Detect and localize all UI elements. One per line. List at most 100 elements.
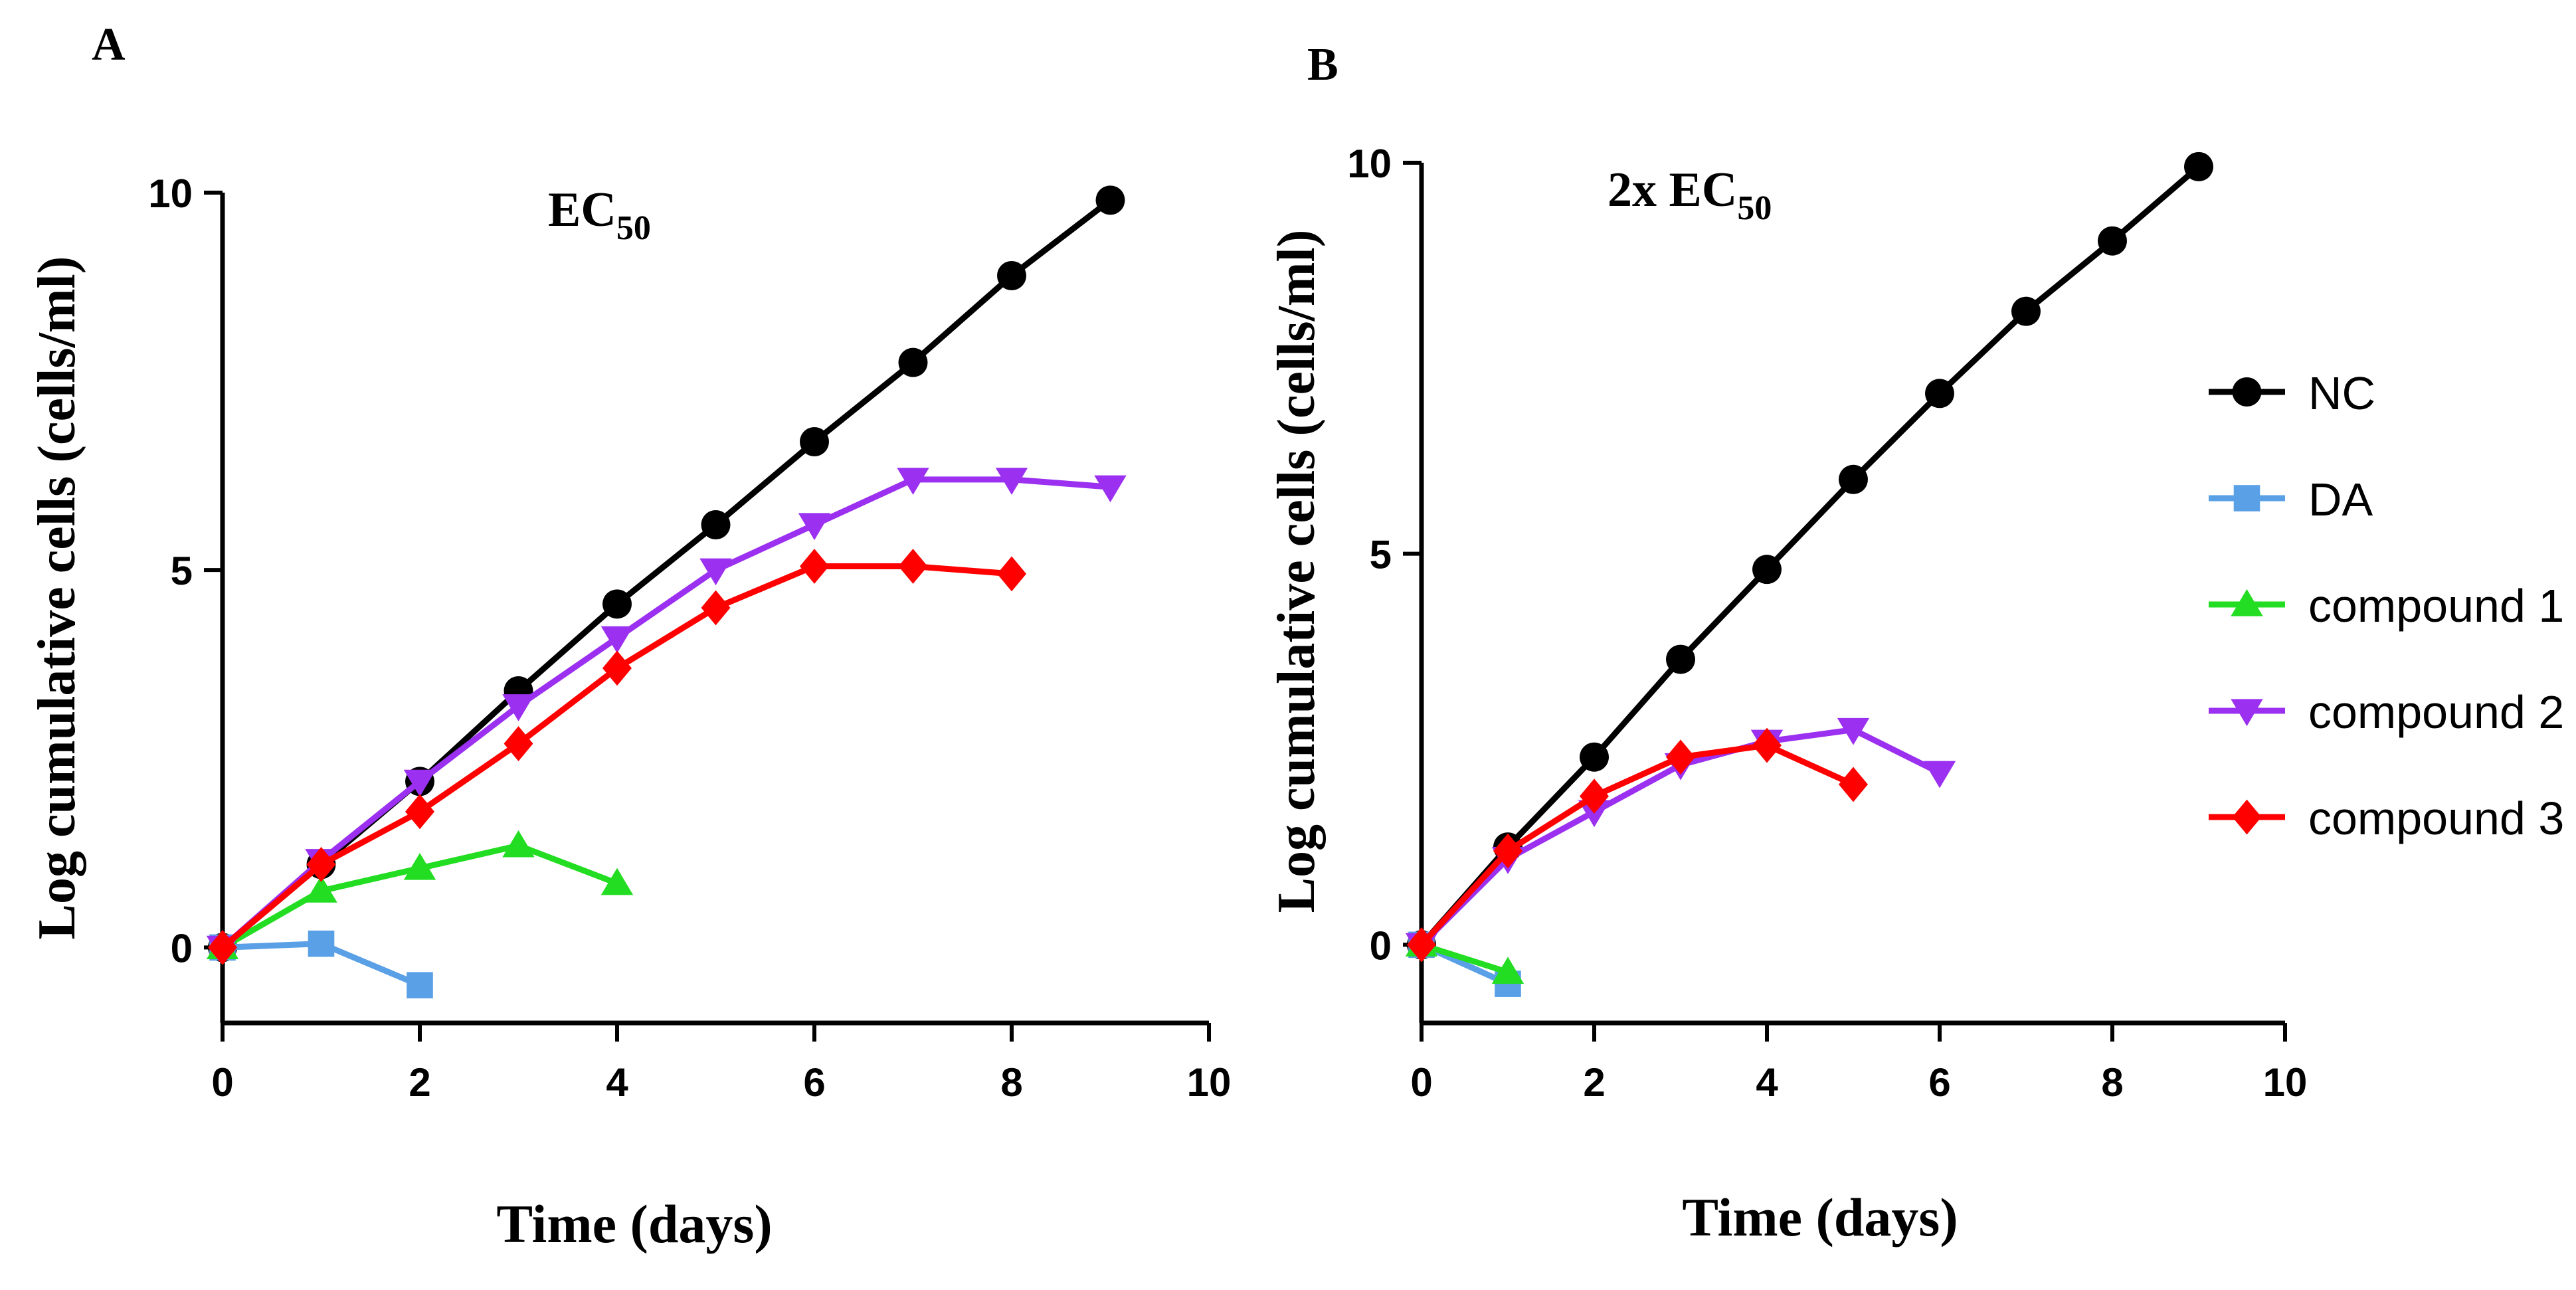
y-tick-label: 10	[148, 171, 193, 216]
axes: 0 2 4 6 8 10 0 5 10	[148, 171, 1231, 1105]
data-point-nc	[701, 510, 731, 539]
data-point-compound-3	[997, 556, 1026, 592]
legend-item-da: DA	[2209, 474, 2373, 525]
data-point-nc	[1752, 555, 1782, 585]
series-line-compound-1	[1420, 941, 1509, 975]
data-point-compound-1	[403, 852, 436, 880]
data-point-nc	[1666, 644, 1695, 674]
data-point-compound-3	[1493, 833, 1522, 869]
data-point-compound-2	[995, 468, 1028, 495]
chart-title: 2x EC50	[1608, 163, 1772, 227]
data-point-compound-1	[502, 830, 535, 858]
data-point-compound-2	[897, 468, 929, 495]
panel-label: A	[92, 19, 126, 70]
data-point-compound-3	[504, 726, 533, 761]
legend-label: compound 3	[2308, 792, 2564, 844]
data-point-compound-3	[1407, 927, 1436, 963]
legend-marker	[2231, 699, 2263, 727]
data-point-compound-3	[1839, 767, 1868, 802]
x-axis-label: Time (days)	[496, 1194, 772, 1254]
legend-marker	[2232, 799, 2262, 835]
panel-label: B	[1307, 39, 1338, 90]
axes: 0 2 4 6 8 10 0 5 10	[1347, 141, 2307, 1105]
x-tick-label: 10	[2263, 1060, 2308, 1105]
data-point-compound-1	[305, 875, 337, 903]
x-tick-label: 4	[1756, 1060, 1778, 1105]
data-point-compound-3	[602, 650, 632, 686]
x-tick-label: 2	[409, 1060, 430, 1105]
data-point-nc	[1580, 742, 1609, 772]
legend-item-nc: NC	[2209, 367, 2375, 419]
chart-title: EC50	[548, 183, 651, 247]
data-point-compound-3	[898, 549, 928, 584]
x-tick-label: 10	[1187, 1060, 1232, 1105]
data-point-compound-1	[600, 868, 634, 895]
legend-item-compound-2: compound 2	[2209, 686, 2564, 738]
data-point-nc	[1095, 185, 1125, 215]
y-axis-label: Log cumulative cells (cells/ml)	[1267, 230, 1326, 913]
data-point-compound-3	[800, 549, 829, 584]
y-tick-label: 10	[1347, 141, 1392, 186]
series-group	[1405, 151, 2213, 997]
legend-label: DA	[2308, 474, 2373, 525]
data-point-compound-3	[1666, 739, 1695, 775]
data-point-nc	[1925, 379, 1954, 409]
data-point-compound-2	[699, 558, 732, 586]
data-point-compound-2	[1837, 717, 1870, 745]
data-point-compound-3	[1752, 727, 1782, 763]
series-line-compound-2	[221, 476, 1111, 950]
data-point-nc	[2011, 296, 2041, 326]
series-compound-3	[1407, 727, 1868, 963]
series-line-compound-3	[1419, 742, 1855, 947]
data-point-nc	[800, 427, 829, 456]
x-tick-label: 8	[2101, 1060, 2123, 1105]
legend-label: NC	[2308, 367, 2375, 419]
y-tick-label: 0	[171, 926, 193, 970]
series-compound-1	[206, 830, 634, 959]
data-point-compound-3	[306, 846, 336, 882]
data-point-compound-2	[600, 626, 634, 654]
legend-label: compound 2	[2308, 686, 2564, 738]
series-compound-3	[208, 549, 1026, 965]
data-point-nc	[997, 261, 1026, 290]
data-point-compound-2	[1094, 475, 1127, 503]
chart-title-subscript: 50	[1737, 189, 1772, 227]
data-point-compound-2	[1923, 761, 1956, 788]
legend-item-compound-3: compound 3	[2209, 792, 2564, 844]
data-point-compound-3	[701, 590, 731, 626]
series-da	[209, 930, 433, 998]
legend-marker	[2232, 377, 2262, 407]
legend-label: compound 1	[2308, 580, 2564, 632]
y-tick-label: 0	[1370, 923, 1392, 968]
x-tick-label: 8	[1000, 1060, 1022, 1105]
legend: NC DA compound 1 compound 2 compound 3	[2209, 367, 2564, 844]
y-tick-label: 5	[1370, 533, 1392, 577]
x-tick-label: 6	[1928, 1060, 1950, 1105]
data-point-da	[407, 972, 433, 998]
legend-marker	[2231, 589, 2263, 616]
series-line-nc	[1419, 164, 2201, 947]
chart-title-subscript: 50	[616, 209, 651, 247]
data-point-compound-3	[208, 929, 237, 965]
legend-item-compound-1: compound 1	[2209, 580, 2564, 632]
panel-b: B 2x EC50 0 2 4 6 8 10 0 5 10 Time (days) Log cu…	[1267, 39, 2307, 1247]
x-tick-label: 6	[803, 1060, 825, 1105]
data-point-compound-3	[405, 794, 434, 830]
data-point-compound-1	[1491, 957, 1524, 984]
x-tick-label: 0	[1410, 1060, 1432, 1105]
data-point-nc	[2098, 226, 2127, 256]
y-tick-label: 5	[171, 549, 193, 593]
data-point-compound-3	[1580, 779, 1609, 814]
series-group	[206, 185, 1127, 998]
data-point-nc	[898, 347, 928, 377]
x-tick-label: 2	[1583, 1060, 1605, 1105]
data-point-nc	[2184, 151, 2213, 181]
y-axis-label: Log cumulative cells (cells/ml)	[28, 256, 86, 940]
x-tick-label: 4	[606, 1060, 628, 1105]
legend-marker	[2233, 485, 2260, 511]
x-axis-label: Time (days)	[1682, 1187, 1958, 1247]
data-point-nc	[602, 589, 632, 619]
chart-title-main: 2x EC	[1608, 163, 1737, 217]
data-point-compound-2	[798, 513, 831, 541]
